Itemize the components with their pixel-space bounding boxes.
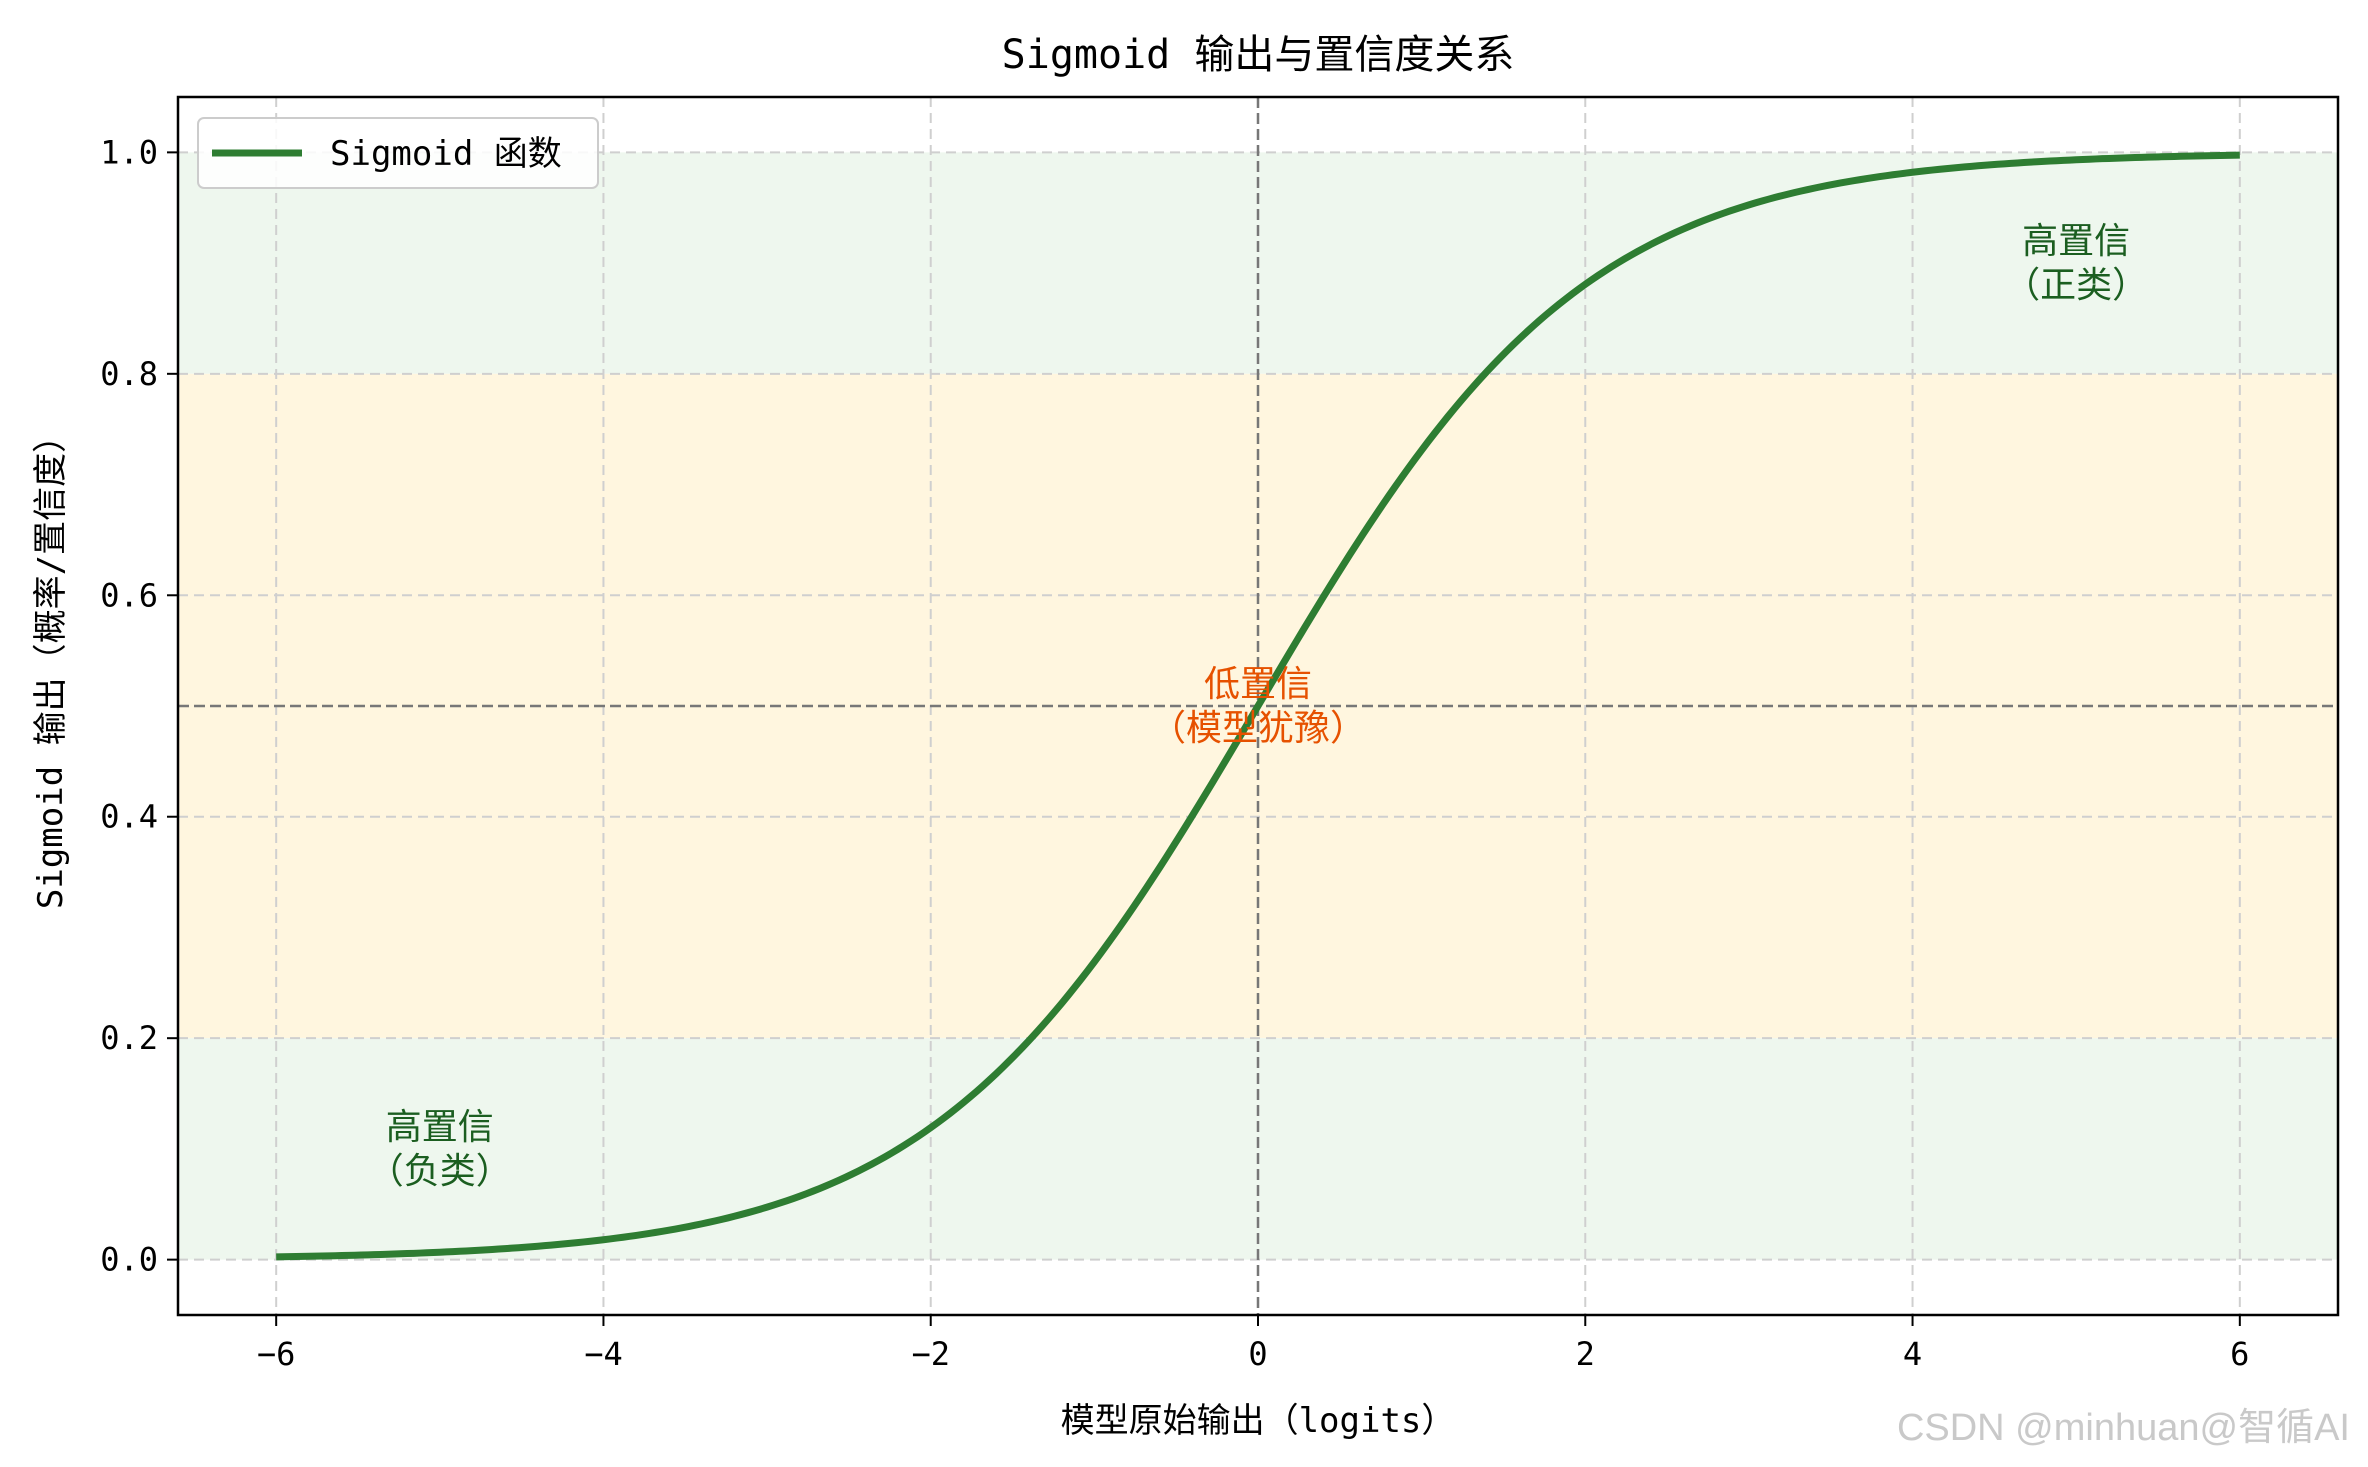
x-axis-label: 模型原始输出（logits） [1061,1401,1456,1441]
annotation-1-line-1: （模型犹豫） [1150,708,1366,749]
x-tick-label-1: −4 [584,1335,623,1373]
y-tick-label-1: 0.2 [100,1019,158,1057]
x-tick-label-6: 6 [2230,1335,2249,1373]
series-line-0 [276,151,2240,1261]
y-tick-label-3: 0.6 [100,576,158,614]
legend-label-0: Sigmoid 函数 [330,134,562,174]
x-tick-label-3: 0 [1248,1335,1267,1373]
y-tick-label-4: 0.8 [100,355,158,393]
watermark: CSDN @minhuan@智循AI [1897,1407,2350,1449]
x-tick-label-0: −6 [257,1335,296,1373]
y-tick-label-2: 0.4 [100,798,158,836]
legend-box [197,117,599,189]
series-layer [276,151,2240,1261]
annotation-2-line-1: （负类） [368,1151,512,1192]
x-tick-label-2: −2 [911,1335,950,1373]
y-tick-label-0: 0.0 [100,1241,158,1279]
annotation-0-line-0: 高置信 [2022,221,2130,262]
x-axis-ticks: −6 −4 −2 0 2 4 6 [257,1315,2249,1373]
y-tick-label-5: 1.0 [100,133,158,171]
annotation-2-line-0: 高置信 [386,1107,494,1148]
x-tick-label-5: 4 [1903,1335,1922,1373]
y-axis-label: Sigmoid 输出（概率/置信度） [31,419,71,909]
x-tick-label-4: 2 [1576,1335,1595,1373]
y-axis-ticks: 0.0 0.2 0.4 0.6 0.8 1.0 [100,133,178,1279]
annotation-0-line-1: （正类） [2004,265,2148,306]
annotations: 高置信（正类）低置信（模型犹豫）高置信（负类） [368,221,2148,1192]
chart-title: Sigmoid 输出与置信度关系 [1002,32,1515,78]
legend: Sigmoid 函数 [197,117,599,189]
annotation-1-line-0: 低置信 [1204,664,1312,705]
